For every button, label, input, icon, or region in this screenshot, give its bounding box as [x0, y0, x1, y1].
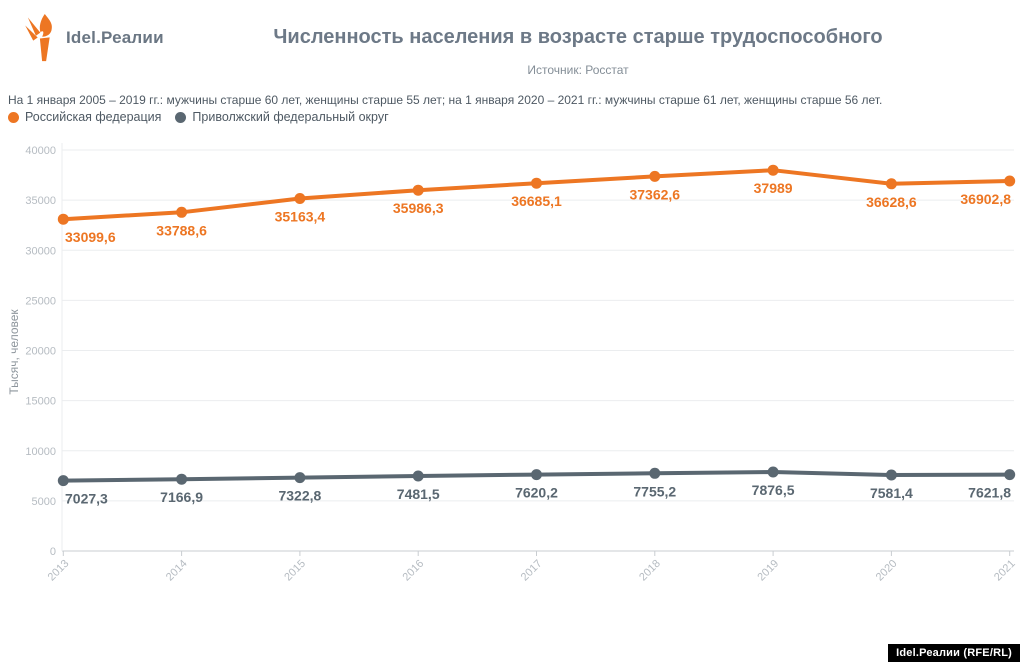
legend-label-rf: Российская федерация — [25, 110, 162, 124]
y-tick-label: 10000 — [25, 446, 56, 458]
data-point-label: 7621,8 — [968, 485, 1011, 501]
legend-marker-pfo-icon — [175, 111, 187, 123]
legend: Российская федерация Приволжский федерал… — [8, 110, 389, 124]
data-point-label: 37362,6 — [629, 186, 680, 202]
y-tick-label: 20000 — [25, 346, 56, 358]
watermark-badge: Idel.Реалии (RFE/RL) — [888, 644, 1020, 662]
data-point[interactable] — [57, 475, 69, 487]
legend-marker-rf-icon — [8, 111, 19, 123]
y-tick-label: 5000 — [32, 496, 56, 508]
data-point-label: 7027,3 — [65, 491, 108, 507]
data-point-label: 35986,3 — [393, 200, 444, 216]
data-point[interactable] — [294, 193, 306, 204]
data-point-label: 36902,8 — [960, 191, 1011, 207]
x-tick-label: 2018 — [637, 558, 663, 584]
data-point[interactable] — [767, 164, 779, 176]
data-point[interactable] — [176, 473, 188, 485]
data-point-label: 7876,5 — [752, 482, 795, 498]
data-point[interactable] — [885, 469, 897, 481]
torch-icon — [25, 14, 52, 62]
chart-source: Источник: Росстат — [527, 63, 629, 77]
data-point-label: 7481,5 — [397, 486, 440, 502]
y-tick-label: 40000 — [25, 145, 56, 157]
brand-name: Idel.Реалии — [66, 28, 164, 47]
data-point-label: 36628,6 — [866, 194, 917, 210]
data-point[interactable] — [767, 466, 779, 478]
y-tick-label: 15000 — [25, 396, 56, 408]
x-tick-label: 2015 — [282, 558, 308, 584]
x-tick-label: 2017 — [519, 558, 545, 584]
data-point[interactable] — [176, 206, 188, 218]
y-axis-title: Тысяч, человек — [7, 309, 21, 395]
x-tick-label: 2016 — [401, 558, 427, 584]
data-point[interactable] — [1004, 469, 1016, 481]
data-point-label: 7322,8 — [278, 488, 321, 504]
data-point-label: 33099,6 — [65, 229, 116, 245]
y-tick-label: 25000 — [25, 295, 56, 307]
x-tick-label: 2013 — [46, 558, 72, 584]
data-point[interactable] — [294, 472, 306, 484]
data-point[interactable] — [885, 178, 897, 190]
data-point[interactable] — [531, 177, 542, 189]
x-tick-label: 2014 — [164, 558, 190, 584]
data-point[interactable] — [412, 470, 424, 482]
data-point-label: 36685,1 — [511, 193, 562, 209]
methodology-note: На 1 января 2005 – 2019 гг.: мужчины ста… — [8, 93, 883, 107]
data-point-label: 7620,2 — [515, 485, 558, 501]
x-tick-label: 2019 — [755, 558, 781, 584]
chart-title: Численность населения в возрасте старше … — [273, 26, 883, 48]
legend-item-volga-district[interactable]: Приволжский федеральный округ — [175, 110, 389, 124]
y-tick-label: 0 — [50, 546, 56, 558]
y-tick-label: 35000 — [25, 195, 56, 207]
y-tick-label: 30000 — [25, 245, 56, 257]
brand-logo: Idel.Реалии — [24, 14, 164, 62]
legend-label-pfo: Приволжский федеральный округ — [192, 110, 389, 124]
x-tick-label: 2021 — [992, 558, 1018, 584]
data-point[interactable] — [412, 184, 424, 196]
data-point-label: 33788,6 — [156, 222, 207, 238]
data-point-label: 7166,9 — [160, 489, 203, 505]
data-point[interactable] — [57, 213, 69, 225]
data-point-label: 7581,4 — [870, 485, 913, 501]
data-point-label: 7755,2 — [633, 483, 676, 499]
data-point[interactable] — [531, 469, 542, 481]
legend-item-russian-federation[interactable]: Российская федерация — [8, 110, 161, 124]
x-tick-label: 2020 — [874, 558, 900, 584]
data-point-label: 35163,4 — [275, 209, 326, 225]
data-point[interactable] — [1004, 175, 1016, 187]
data-point[interactable] — [649, 467, 661, 479]
data-point[interactable] — [649, 170, 661, 182]
data-point-label: 37989 — [754, 180, 793, 196]
